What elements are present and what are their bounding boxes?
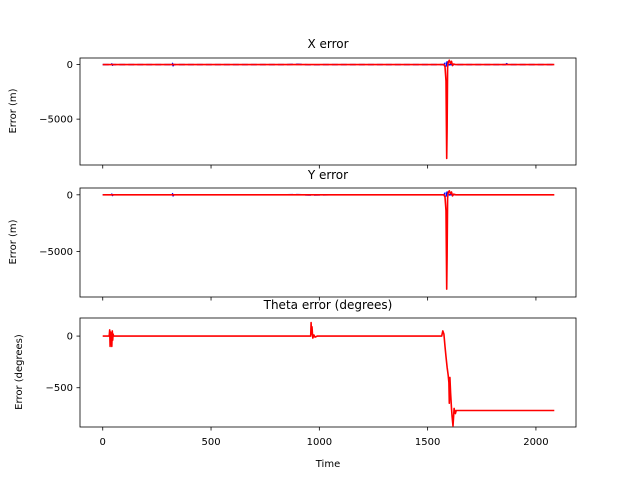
x-error-ylabel: Error (m): [8, 88, 19, 133]
y-error-ylabel: Error (m): [8, 219, 19, 264]
x-error-axes-frame: [79, 57, 577, 166]
theta-error-ylabel: Error (degrees): [14, 334, 25, 410]
y-error-plot-area: 0 −5000: [39, 190, 555, 301]
y-error-axes-frame: [79, 187, 577, 298]
y-tick-label: −5000: [39, 247, 73, 258]
red-series-line: [102, 321, 555, 427]
red-series-line: [102, 59, 555, 160]
x-tick-label: 1000: [307, 437, 332, 448]
x-tick-label: 500: [201, 437, 220, 448]
y-error-title: Y error: [307, 168, 348, 182]
theta-error-axes-frame: [79, 317, 577, 428]
panel-theta-error: 0 −500 Theta error (degrees) Error (degre…: [14, 298, 577, 431]
x-tick-label: 2000: [523, 437, 548, 448]
panel-x-error: 0 −5000 X error Error (m): [8, 37, 577, 169]
x-error-title: X error: [307, 37, 348, 51]
y-tick-label: 0: [67, 332, 73, 343]
panel-y-error: 0 −5000 Y error Error (m): [8, 168, 577, 301]
y-tick-label: 0: [67, 60, 73, 71]
y-tick-label: −5000: [39, 115, 73, 126]
x-error-plot-area: 0 −5000: [39, 59, 555, 169]
theta-error-title: Theta error (degrees): [263, 298, 393, 312]
y-tick-label: 0: [67, 190, 73, 201]
theta-error-plot-area: 0 −500: [46, 321, 555, 431]
y-tick-label: −500: [46, 383, 73, 394]
x-axis-tick-labels: 0 500 1000 1500 2000: [100, 437, 549, 448]
x-tick-label: 1500: [415, 437, 440, 448]
x-tick-label: 0: [100, 437, 106, 448]
x-axis-label: Time: [315, 459, 340, 470]
red-series-line: [102, 190, 555, 290]
